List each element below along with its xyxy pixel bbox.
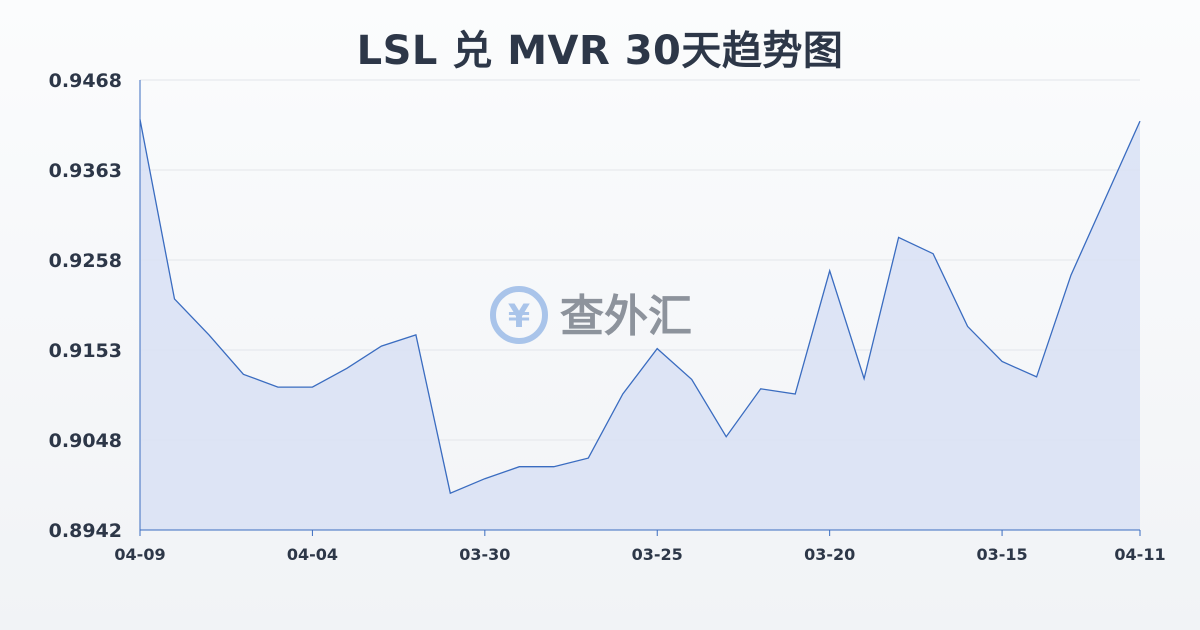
y-tick-label: 0.9258	[49, 250, 122, 272]
x-axis-ticks: 04-09 04-04 03-30 03-25 03-20 03-15 04-11	[114, 530, 1166, 564]
x-tick-label: 03-20	[804, 545, 855, 564]
x-tick-label: 04-04	[287, 545, 338, 564]
watermark-text: 查外汇	[560, 291, 692, 342]
series-line	[139, 119, 1141, 495]
x-tick-label: 03-25	[632, 545, 683, 564]
area-fill	[140, 119, 1140, 531]
grid-lines	[140, 79, 1140, 441]
y-tick-label: 0.9468	[49, 70, 122, 92]
y-tick-label: 0.9363	[49, 160, 122, 182]
x-tick-label: 04-09	[114, 545, 165, 564]
chart-title: LSL 兑 MVR 30天趋势图	[356, 28, 844, 74]
y-axis-ticks: 0.9468 0.9363 0.9258 0.9153 0.9048 0.8942	[49, 70, 122, 542]
y-tick-label: 0.8942	[49, 520, 122, 542]
watermark: ¥ 查外汇	[490, 286, 692, 344]
y-tick-label: 0.9048	[49, 430, 122, 452]
yen-exchange-icon	[490, 286, 548, 344]
x-tick-label: 04-11	[1114, 545, 1165, 564]
x-tick-label: 03-15	[976, 545, 1027, 564]
x-tick-label: 03-30	[459, 545, 510, 564]
yen-symbol: ¥	[508, 297, 530, 335]
y-tick-label: 0.9153	[49, 340, 122, 362]
